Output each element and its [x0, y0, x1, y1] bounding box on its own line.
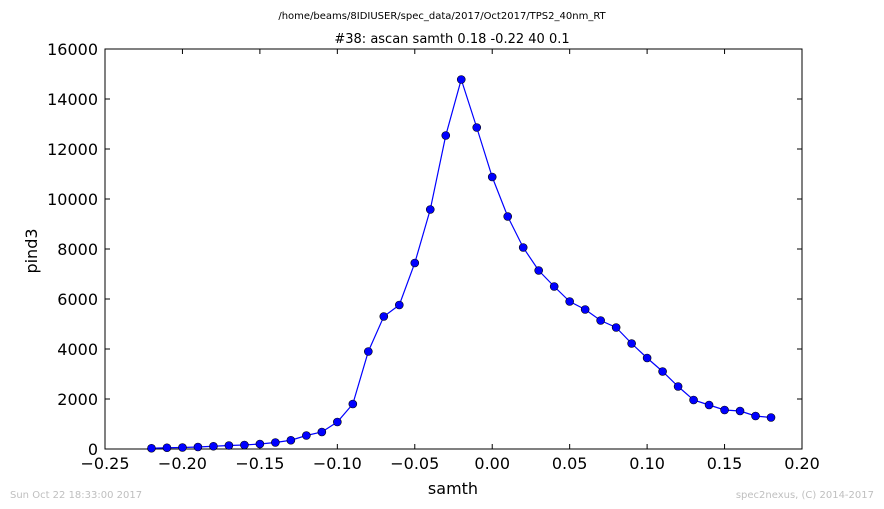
x-axis: −0.25 −0.20 −0.15 −0.10 −0.05 0.00 0.05 0.10 0.1…	[80, 49, 820, 473]
x-tick-label: −0.05	[390, 454, 439, 473]
y-axis-label: pind3	[22, 228, 41, 273]
x-tick-label: −0.15	[235, 454, 284, 473]
data-point	[720, 405, 729, 415]
data-point	[565, 297, 574, 306]
data-point	[224, 441, 234, 450]
y-tick-label: 0	[88, 440, 98, 459]
data-point	[425, 205, 435, 214]
x-tick-label: −0.20	[158, 454, 207, 473]
data-point	[333, 417, 342, 427]
data-point	[379, 312, 389, 321]
data-point	[518, 243, 528, 252]
data-point	[580, 305, 590, 314]
y-tick-label: 2000	[57, 390, 98, 409]
data-point	[271, 438, 280, 447]
x-tick-label: 0.20	[784, 454, 820, 473]
x-tick-label: 0.10	[629, 454, 665, 473]
timestamp: Sun Oct 22 18:33:00 2017	[10, 490, 142, 501]
data-point	[394, 300, 404, 310]
y-tick-label: 12000	[47, 140, 98, 159]
data-point	[348, 399, 358, 409]
credit: spec2nexus, (C) 2014-2017	[736, 490, 874, 501]
data-point	[240, 440, 249, 450]
data-point	[487, 172, 497, 182]
data-point	[472, 123, 482, 132]
data-point	[704, 400, 714, 410]
y-tick-label: 16000	[47, 40, 98, 59]
x-tick-label: 0.05	[552, 454, 588, 473]
y-tick-label: 4000	[57, 340, 98, 359]
y-tick-label: 14000	[47, 90, 98, 109]
data-point	[751, 411, 760, 421]
x-tick-label: 0.15	[707, 454, 743, 473]
file-path: /home/beams/8IDIUSER/spec_data/2017/Oct2…	[278, 11, 606, 22]
x-axis-label: samth	[428, 479, 478, 498]
data-point	[410, 258, 420, 268]
data-point	[642, 353, 652, 363]
data-point	[503, 212, 513, 221]
data-point	[317, 427, 327, 437]
data-point	[286, 435, 296, 445]
data-point	[534, 266, 543, 275]
chart-title: #38: ascan samth 0.18 -0.22 40 0.1	[334, 32, 569, 47]
data-point	[441, 131, 451, 140]
y-axis: 0 2000 4000 6000 8000 10000 12000 14000 16000	[47, 40, 802, 459]
data-point	[302, 431, 311, 440]
y-tick-label: 6000	[57, 290, 98, 309]
data-point	[596, 316, 605, 325]
y-tick-label: 10000	[47, 190, 98, 209]
data-point	[735, 406, 745, 416]
data-point	[549, 282, 559, 291]
data-point	[658, 367, 667, 376]
data-point	[627, 339, 636, 348]
data-point	[364, 347, 373, 356]
data-point	[147, 443, 156, 453]
data-point	[689, 395, 698, 405]
data-point	[611, 323, 621, 332]
series-line	[151, 77, 772, 449]
x-tick-label: −0.10	[313, 454, 362, 473]
x-tick-label: −0.25	[80, 454, 129, 473]
data-point	[209, 441, 218, 451]
data-point	[178, 443, 187, 452]
data-point	[255, 439, 265, 449]
data-point	[673, 382, 683, 391]
x-tick-label: 0.00	[474, 454, 510, 473]
data-point	[766, 413, 776, 422]
data-series	[147, 75, 776, 453]
y-tick-label: 8000	[57, 240, 98, 259]
data-point	[162, 443, 172, 453]
data-point	[193, 442, 203, 452]
data-point	[456, 75, 466, 84]
